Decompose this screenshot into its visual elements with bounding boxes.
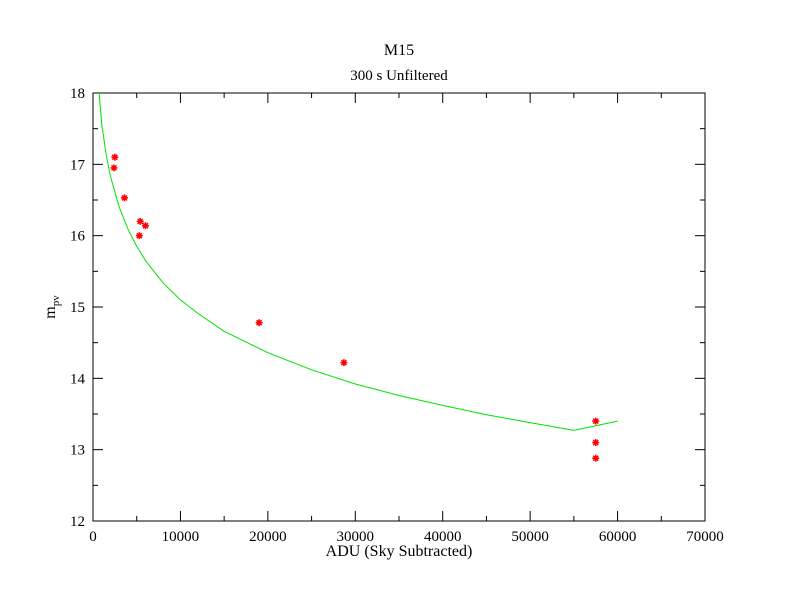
x-tick-label: 10000 <box>162 529 200 545</box>
data-point <box>340 359 348 367</box>
y-axis-label: mpv <box>42 295 62 319</box>
data-point <box>592 439 600 447</box>
tick-labels: 0 10000 20000 30000 40000 50000 60000 70000 12 13… <box>70 86 724 545</box>
x-tick-label: 30000 <box>337 529 375 545</box>
x-tick-label: 20000 <box>249 529 287 545</box>
x-tick-label: 40000 <box>424 529 462 545</box>
x-tick-label: 60000 <box>599 529 637 545</box>
y-tick-label: 12 <box>70 514 85 530</box>
chart-subtitle: 300 s Unfiltered <box>350 68 448 84</box>
y-axis-label-main: m <box>42 306 59 319</box>
data-point <box>136 217 144 225</box>
y-axis-label-sub: pv <box>50 295 62 307</box>
chart-title: M15 <box>384 42 414 59</box>
fit-curve <box>98 92 618 431</box>
axis-ticks <box>92 92 706 522</box>
data-point <box>111 153 119 161</box>
x-tick-label: 0 <box>89 529 97 545</box>
data-point <box>141 222 149 230</box>
y-tick-label: 13 <box>70 443 85 459</box>
data-points <box>110 153 600 462</box>
y-tick-label: 18 <box>70 86 85 102</box>
plot-frame <box>92 92 706 522</box>
x-tick-label: 50000 <box>511 529 549 545</box>
data-point <box>592 417 600 425</box>
data-point <box>110 164 118 172</box>
y-tick-label: 16 <box>70 229 86 245</box>
y-tick-label: 17 <box>70 157 86 173</box>
data-point <box>592 454 600 462</box>
svg-text:mpv: mpv <box>42 295 62 319</box>
y-tick-label: 14 <box>70 371 86 387</box>
data-point <box>135 232 143 240</box>
x-axis-label: ADU (Sky Subtracted) <box>326 543 473 560</box>
x-tick-label: 70000 <box>686 529 724 545</box>
data-point <box>255 319 263 327</box>
y-tick-label: 15 <box>70 300 85 316</box>
data-point <box>120 194 128 202</box>
